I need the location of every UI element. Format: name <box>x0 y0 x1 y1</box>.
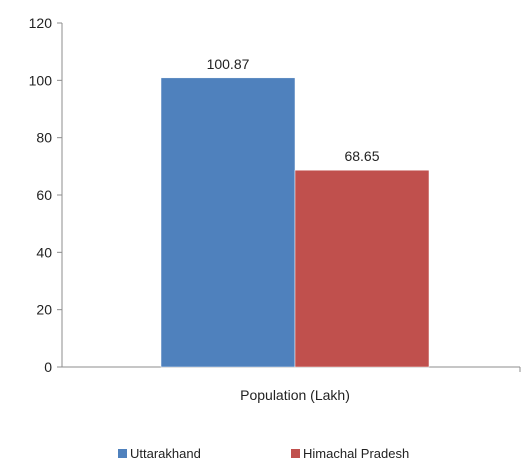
x-category-label: Population (Lakh) <box>240 387 350 403</box>
data-labels: 100.87 68.65 <box>207 56 380 164</box>
legend-swatch <box>118 449 127 458</box>
y-tick-label: 40 <box>36 244 52 260</box>
y-tick-label: 0 <box>44 359 52 375</box>
bars <box>160 77 430 368</box>
y-tick-label: 20 <box>36 302 52 318</box>
y-axis: 0 20 40 60 80 100 120 <box>29 15 63 375</box>
y-tick-label: 80 <box>36 130 52 146</box>
legend-label: Himachal Pradesh <box>303 446 409 461</box>
data-label: 100.87 <box>207 56 250 72</box>
x-axis <box>62 366 521 372</box>
y-tick-label: 60 <box>36 187 52 203</box>
bar-himachal-pradesh <box>294 169 430 368</box>
legend-label: Uttarakhand <box>130 446 201 461</box>
bar-uttarakhand <box>160 77 296 368</box>
legend: Uttarakhand Himachal Pradesh <box>118 446 409 461</box>
category-labels: Population (Lakh) <box>240 387 350 403</box>
y-tick-label: 120 <box>29 15 53 31</box>
data-label: 68.65 <box>344 148 379 164</box>
legend-swatch <box>291 449 300 458</box>
y-tick-label: 100 <box>29 72 53 88</box>
